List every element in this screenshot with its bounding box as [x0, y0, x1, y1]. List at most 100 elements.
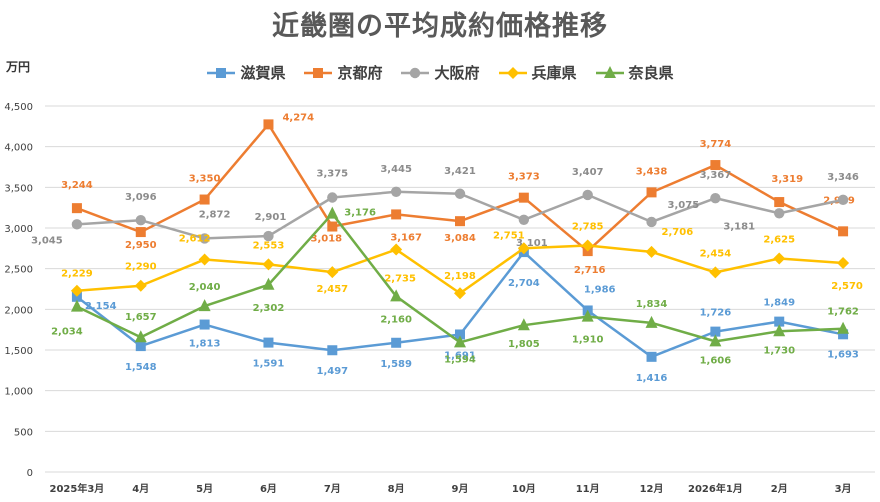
data-point [774, 316, 785, 327]
data-point [837, 194, 849, 206]
data-point [71, 291, 82, 302]
x-tick-label: 7月 [324, 483, 341, 495]
data-label: 2,040 [189, 282, 221, 293]
data-label: 2,706 [662, 227, 694, 238]
data-point [582, 189, 593, 201]
chart-title: 近畿圏の平均成約価格推移 [272, 11, 608, 42]
data-label: 1,691 [444, 350, 476, 361]
data-point [198, 253, 211, 266]
data-point [646, 351, 657, 362]
data-point [774, 197, 785, 208]
x-tick-label: 8月 [388, 483, 405, 495]
data-label: 3,075 [668, 200, 700, 211]
legend-swatch-square-icon [303, 66, 333, 80]
data-point [838, 329, 849, 340]
data-point [313, 67, 324, 78]
data-label: 1,813 [189, 339, 221, 350]
data-label: 3,367 [700, 170, 732, 181]
data-label: 2,553 [253, 240, 285, 251]
data-label: 3,101 [516, 238, 548, 249]
y-tick-label: 0 [27, 468, 33, 479]
data-label: 3,181 [723, 221, 755, 232]
data-label: 4,274 [282, 112, 314, 123]
data-label: 2,454 [700, 248, 732, 259]
data-label: 3,167 [390, 232, 422, 243]
y-tick-label: 2,000 [4, 305, 33, 316]
data-point [710, 192, 721, 204]
data-point [710, 160, 721, 171]
x-tick-label: 9月 [452, 483, 469, 495]
data-point [603, 65, 616, 78]
x-tick-label: 12月 [640, 483, 664, 495]
x-tick-label: 10月 [512, 483, 536, 495]
data-label: 2,290 [125, 262, 157, 273]
data-point [390, 289, 403, 302]
y-tick-label: 2,500 [4, 265, 33, 276]
x-tick-label: 5月 [196, 483, 213, 495]
data-label: 2,612 [179, 234, 211, 245]
legend-label: 奈良県 [628, 64, 674, 82]
data-point [645, 315, 658, 328]
y-tick-label: 4,000 [4, 143, 33, 154]
data-point [455, 216, 465, 227]
data-point [263, 230, 274, 242]
data-label: 1,805 [508, 339, 540, 350]
y-tick-label: 3,000 [4, 224, 33, 235]
data-point [581, 309, 594, 322]
data-label: 2,901 [255, 212, 287, 223]
data-point [837, 321, 850, 334]
series-滋賀県: 2,154 1,548 1,813 1,591 1,497 1,589 1,691 2,704… [71, 247, 859, 384]
legend-item: 京都府 [303, 62, 382, 83]
data-label: 1,589 [380, 359, 412, 370]
data-point [199, 194, 210, 205]
data-label: 1,834 [636, 299, 668, 310]
data-point [391, 209, 402, 220]
data-point [390, 186, 402, 198]
data-label: 2,785 [572, 221, 604, 232]
data-label: 1,594 [444, 354, 476, 365]
data-point [646, 187, 657, 198]
data-point [263, 119, 274, 130]
data-label: 2,570 [831, 281, 863, 292]
series-奈良県: 2,034 1,657 2,040 2,302 3,176 2,160 1,594 1,805… [51, 206, 859, 366]
data-label: 3,373 [508, 172, 540, 183]
data-point [135, 341, 146, 352]
y-tick-label: 1,500 [4, 346, 33, 357]
data-label: 3,350 [189, 174, 221, 185]
legend-label: 兵庫県 [531, 64, 577, 82]
legend-swatch-circle-icon [400, 66, 430, 80]
data-label: 1,730 [763, 345, 795, 356]
data-point [837, 256, 850, 269]
legend-swatch-diamond-icon [498, 66, 528, 80]
data-label: 3,176 [344, 208, 376, 219]
x-tick-label: 2月 [771, 483, 788, 495]
data-point [773, 252, 786, 265]
data-point [518, 214, 530, 225]
data-label: 2,872 [199, 209, 231, 220]
data-label: 3,375 [316, 169, 348, 180]
y-axis-unit-label: 万円 [6, 60, 31, 74]
data-point [581, 239, 594, 252]
data-label: 2,160 [380, 314, 412, 325]
data-label: 2,625 [763, 235, 795, 246]
data-label: 1,657 [125, 312, 157, 323]
data-point [326, 206, 339, 219]
legend-item: 滋賀県 [206, 62, 285, 83]
legend: 滋賀県 京都府 大阪府 兵庫県 奈良県 [0, 62, 880, 83]
data-point [135, 227, 146, 238]
y-tick-label: 4,500 [4, 102, 33, 113]
data-label: 3,096 [125, 192, 157, 203]
data-point [263, 337, 274, 348]
data-point [327, 221, 338, 232]
data-point [199, 233, 210, 244]
data-point [327, 192, 338, 203]
data-label: 3,244 [61, 180, 93, 191]
legend-label: 京都府 [337, 64, 383, 82]
x-tick-label: 2026年1月 [688, 482, 743, 495]
data-label: 3,319 [771, 174, 803, 185]
data-label: 2,229 [61, 269, 93, 280]
data-point [135, 214, 146, 226]
data-point [517, 242, 530, 255]
data-point [518, 192, 529, 203]
data-point [709, 334, 722, 347]
